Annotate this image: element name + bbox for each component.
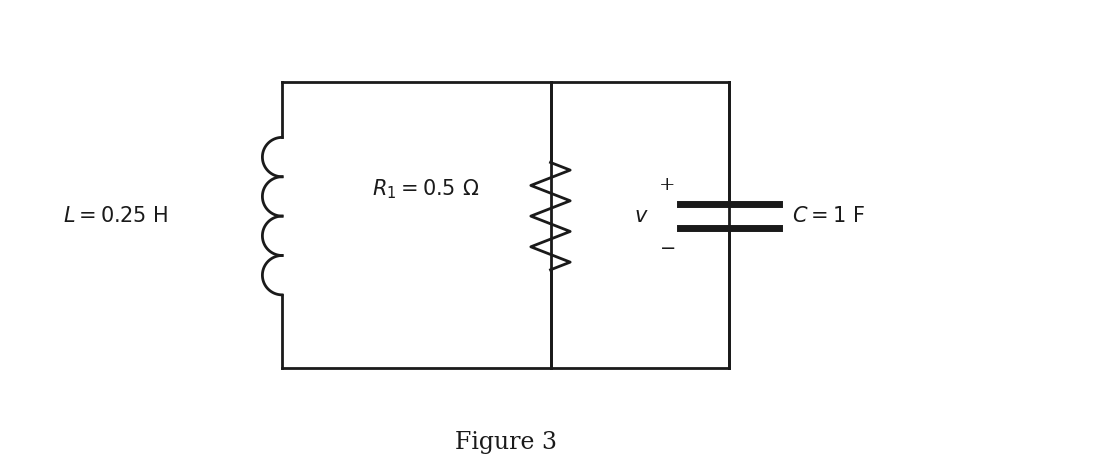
Text: $-$: $-$ xyxy=(658,238,675,257)
Text: Figure 3: Figure 3 xyxy=(455,431,557,454)
Text: $v$: $v$ xyxy=(634,207,648,226)
Text: $R_1 = 0.5\ \Omega$: $R_1 = 0.5\ \Omega$ xyxy=(372,178,479,201)
Text: $L = 0.25\ \mathrm{H}$: $L = 0.25\ \mathrm{H}$ xyxy=(63,206,167,226)
Text: $C = 1\ \mathrm{F}$: $C = 1\ \mathrm{F}$ xyxy=(792,206,865,226)
Text: +: + xyxy=(658,176,675,194)
